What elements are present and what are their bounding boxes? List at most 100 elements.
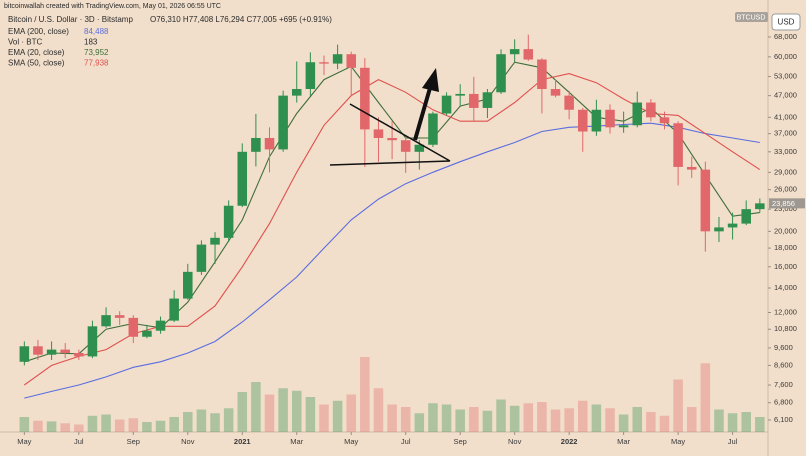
candle-layer <box>19 34 765 366</box>
y-tick-label: 29,000 <box>774 167 797 176</box>
candle-body <box>74 352 84 357</box>
volume-bar <box>523 403 534 432</box>
legend: bitcoinwallah created with TradingView.c… <box>4 3 332 68</box>
y-tick-label: 16,000 <box>774 262 797 271</box>
candle-body <box>251 137 261 152</box>
volume-bar <box>469 407 479 432</box>
legend-name: SMA (50, close) <box>8 59 65 68</box>
volume-bar <box>591 404 602 432</box>
volume-bar <box>646 412 656 432</box>
volume-bar <box>155 420 166 432</box>
candle-body <box>428 113 438 145</box>
candle-body <box>591 109 602 132</box>
volume-bar <box>60 423 70 432</box>
candle-body <box>578 109 588 132</box>
volume-bar <box>114 419 125 432</box>
volume-bar <box>700 363 711 432</box>
x-tick-label: Mar <box>617 437 630 446</box>
y-tick-label: 68,000 <box>774 32 797 41</box>
currency-label[interactable]: USD <box>778 18 795 27</box>
candle-body <box>332 54 343 64</box>
volume-bar <box>618 414 629 432</box>
candle-body <box>305 62 316 90</box>
candle-body <box>183 271 193 299</box>
y-tick-label: 60,000 <box>774 52 797 61</box>
candle-body <box>509 49 520 55</box>
volume-bar <box>278 388 288 432</box>
candle-body <box>400 140 411 152</box>
candle-body <box>482 92 493 108</box>
trend-line <box>349 103 451 162</box>
candle-body <box>646 102 656 118</box>
candle-body <box>196 244 207 272</box>
candle-body <box>469 93 479 108</box>
y-tick-label: 23,000 <box>774 204 797 213</box>
candle-body <box>673 123 683 167</box>
volume-bar <box>659 415 670 432</box>
candle-body <box>714 227 724 232</box>
volume-bar <box>74 424 84 432</box>
volume-bar <box>564 408 574 432</box>
candle-body <box>291 89 302 96</box>
volume-bar <box>455 409 465 432</box>
y-tick-label: 6,800 <box>774 398 793 407</box>
candle-body <box>142 330 152 337</box>
currency-button[interactable] <box>771 13 801 31</box>
candle-body <box>33 346 43 355</box>
legend-name: EMA (200, close) <box>8 27 69 36</box>
x-tick-label: Nov <box>181 437 195 446</box>
x-tick-label: Jul <box>728 437 738 446</box>
y-tick-label: 33,000 <box>774 147 797 156</box>
candle-body <box>278 95 288 150</box>
candle-body <box>87 326 98 357</box>
candle-body <box>755 203 765 210</box>
candle-body <box>114 315 125 318</box>
y-tick-label: 26,000 <box>774 185 797 194</box>
legend-value: 84,488 <box>84 27 109 36</box>
volume-bar <box>128 418 139 432</box>
x-tick-label: Sep <box>127 437 140 446</box>
x-tick-label: Mar <box>290 437 303 446</box>
x-tick-label: Sep <box>454 437 467 446</box>
volume-bar <box>509 405 520 432</box>
volume-bar <box>87 415 98 432</box>
candle-body <box>523 49 534 60</box>
volume-bar <box>537 402 547 432</box>
symbol-label: BTCUSD <box>737 14 766 21</box>
candle-body <box>727 223 738 228</box>
axes: 68,000 60,000 53,000 47,000 41,000 37,000 33,0… <box>17 32 797 446</box>
volume-bar <box>33 420 43 432</box>
volume-bar <box>755 417 765 432</box>
candle-body <box>46 349 57 355</box>
x-tick-label: Nov <box>508 437 522 446</box>
volume-bar <box>686 407 697 432</box>
volume-bar <box>373 388 384 432</box>
y-tick-label: 14,000 <box>774 283 797 292</box>
candle-body <box>686 166 697 170</box>
volume-bar <box>482 410 493 432</box>
volume-bar <box>441 404 452 432</box>
breakout-arrow <box>413 87 432 141</box>
candle-body <box>618 125 629 128</box>
annotations <box>329 68 451 166</box>
candle-body <box>169 298 179 321</box>
candle-body <box>455 93 465 96</box>
candle-body <box>414 144 425 152</box>
legend-value: 73,952 <box>84 48 109 57</box>
legend-value: 183 <box>84 38 98 47</box>
volume-bar <box>550 409 561 432</box>
volume-bar <box>223 408 234 432</box>
volume-bar <box>741 412 751 432</box>
candle-body <box>605 109 615 128</box>
candle-body <box>60 349 70 353</box>
volume-bar <box>727 413 738 432</box>
candle-body <box>564 95 574 110</box>
candle-body <box>441 95 452 114</box>
candle-body <box>360 67 370 130</box>
candle-body <box>387 137 397 141</box>
volume-bar <box>46 421 57 432</box>
volume-bar <box>714 409 724 432</box>
arrow-head <box>422 68 439 92</box>
volume-bar <box>346 394 356 432</box>
last-price-badge <box>769 198 805 209</box>
